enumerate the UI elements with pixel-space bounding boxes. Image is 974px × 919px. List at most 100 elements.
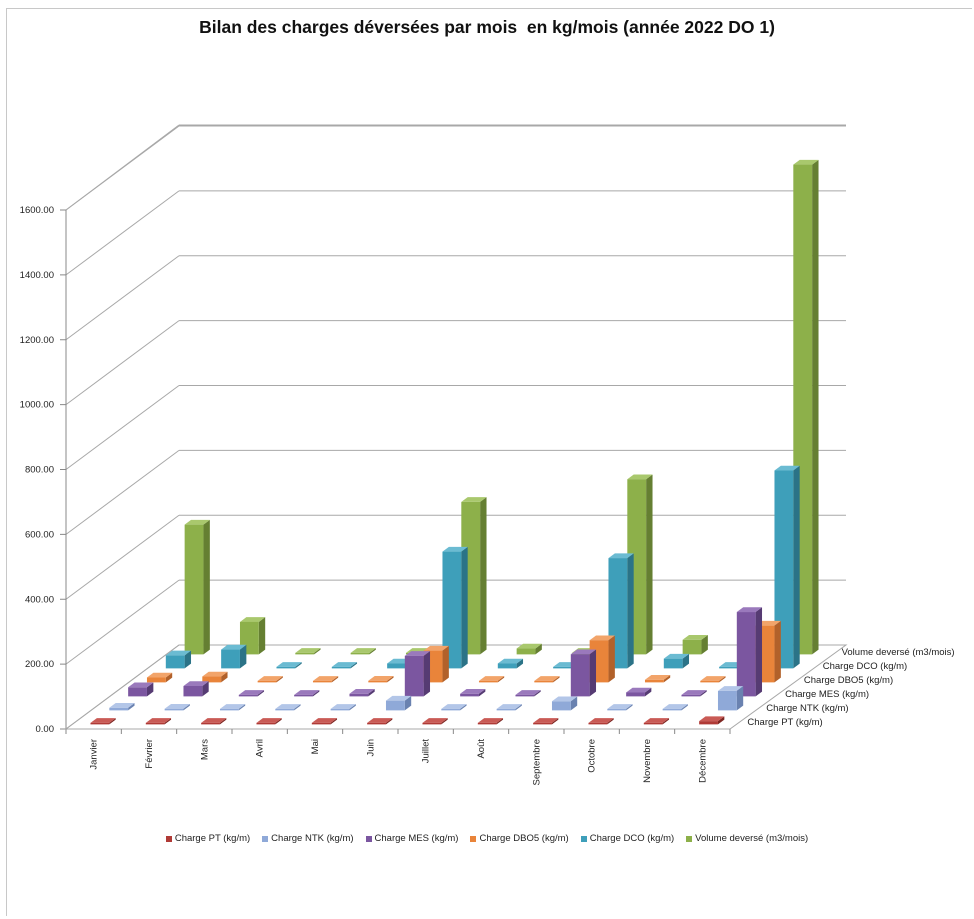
- chart-frame: [6, 8, 972, 916]
- bar-top: [442, 546, 468, 552]
- bar-front: [257, 680, 277, 683]
- depth-axis-label: Charge PT (kg/m): [747, 717, 822, 728]
- bar-front: [478, 680, 498, 683]
- bar-front: [202, 676, 222, 683]
- bar-front: [311, 722, 331, 725]
- bar-0-3: [256, 718, 282, 725]
- bar-front: [219, 708, 239, 711]
- bar-front: [312, 680, 332, 683]
- y-tick-label: 1200.00: [20, 335, 54, 346]
- x-tick-label: Juin: [365, 739, 376, 756]
- bar-top: [276, 662, 302, 667]
- bar-top: [608, 553, 634, 559]
- bar-front: [295, 652, 315, 655]
- bar-side: [663, 675, 671, 683]
- bar-3-0: [146, 672, 173, 683]
- bar-side: [350, 662, 358, 669]
- gridline-side: [65, 385, 180, 470]
- bar-top: [239, 617, 266, 622]
- bar-front: [145, 722, 165, 725]
- bar-0-5: [367, 718, 393, 725]
- gridline-side: [65, 449, 180, 535]
- bar-2-11: [736, 607, 763, 697]
- bar-top: [350, 648, 376, 653]
- bar-front: [477, 722, 497, 725]
- bar-0-7: [477, 718, 504, 725]
- bar-top: [275, 704, 301, 709]
- bar-top: [256, 718, 282, 723]
- y-tick-label: 600.00: [25, 529, 54, 540]
- bar-side: [608, 635, 615, 683]
- bar-1-11: [717, 686, 744, 711]
- bar-top: [202, 671, 228, 677]
- bar-2-5: [404, 651, 431, 697]
- bar-front: [607, 708, 627, 711]
- x-tick-label: Mars: [199, 739, 210, 760]
- bar-4-6: [497, 658, 524, 669]
- bar-side: [717, 716, 725, 725]
- bar-top: [90, 718, 116, 723]
- bar-2-2: [238, 690, 265, 697]
- bar-front: [662, 708, 682, 711]
- bar-top: [682, 635, 708, 640]
- bar-4-2: [276, 662, 302, 669]
- bar-front: [184, 524, 204, 655]
- bar-side: [461, 546, 468, 669]
- bar-front: [165, 655, 185, 669]
- bar-1-8: [551, 696, 578, 711]
- bar-top: [164, 703, 190, 709]
- chart-legend: Charge PT (kg/m) Charge NTK (kg/m) Charge …: [0, 833, 974, 844]
- bar-front: [164, 708, 184, 711]
- bar-top: [221, 644, 247, 650]
- y-tick-label: 200.00: [25, 659, 54, 670]
- bar-front: [221, 649, 240, 669]
- bar-top: [478, 676, 505, 681]
- legend-label: Charge DCO (kg/m): [589, 833, 675, 844]
- bar-side: [387, 675, 394, 683]
- bar-top: [496, 704, 522, 709]
- bar-side: [681, 704, 688, 711]
- bar-side: [460, 704, 467, 711]
- bar-top: [312, 676, 339, 681]
- bar-front: [275, 708, 295, 711]
- bar-1-2: [219, 704, 246, 711]
- bar-front: [736, 612, 756, 697]
- bar-side: [442, 645, 449, 683]
- bar-side: [736, 686, 744, 711]
- y-tick-label: 1000.00: [20, 400, 54, 411]
- bar-2-0: [128, 682, 154, 697]
- bar-side: [496, 718, 504, 725]
- bar-2-8: [570, 649, 597, 697]
- bar-side: [202, 681, 209, 697]
- bar-top: [736, 607, 763, 613]
- y-tick-label: 1400.00: [20, 270, 54, 281]
- bar-3-9: [644, 675, 671, 683]
- bar-front: [238, 694, 258, 697]
- legend-item: Charge NTK (kg/m): [262, 833, 354, 844]
- bar-side: [146, 682, 154, 697]
- bar-side: [589, 649, 597, 697]
- bar-top: [219, 704, 246, 709]
- gridline-side: [65, 579, 180, 665]
- bar-top: [404, 651, 431, 656]
- bar-3-4: [368, 675, 394, 683]
- bar-top: [423, 645, 449, 651]
- bar-side: [700, 690, 707, 697]
- bar-side: [295, 662, 302, 669]
- y-tick-label: 0.00: [36, 724, 55, 735]
- bar-0-2: [201, 718, 227, 725]
- x-tick-label: Avril: [255, 739, 266, 757]
- bar-side: [607, 718, 614, 725]
- x-tick-label: Juillet: [421, 739, 432, 764]
- bar-1-9: [607, 704, 633, 711]
- bar-1-1: [164, 703, 190, 711]
- bar-4-3: [331, 662, 358, 669]
- bar-front: [644, 679, 664, 683]
- bar-side: [441, 718, 448, 725]
- bar-front: [330, 708, 350, 711]
- legend-swatch: [686, 835, 693, 842]
- bar-front: [681, 694, 701, 697]
- depth-axis-label: Charge NTK (kg/m): [766, 703, 848, 714]
- bar-front: [350, 652, 370, 655]
- bar-0-1: [145, 718, 172, 725]
